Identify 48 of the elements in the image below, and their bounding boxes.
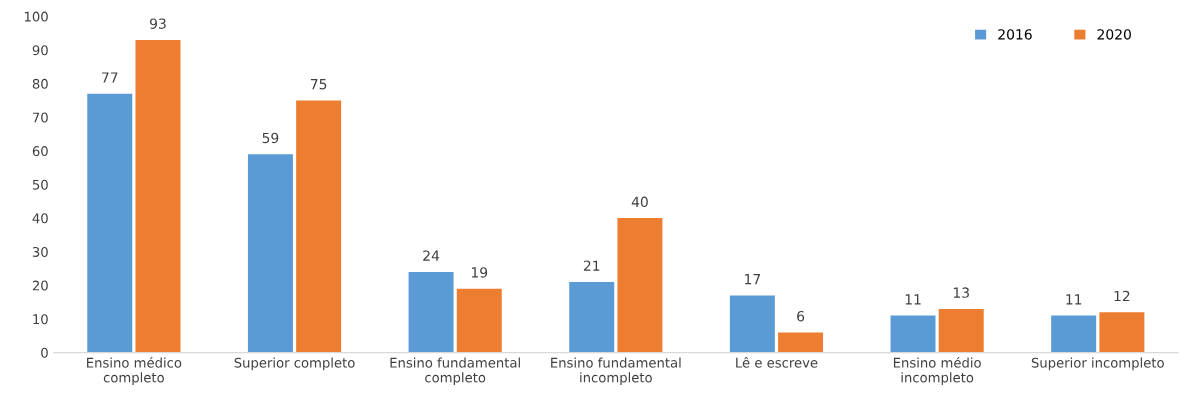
data-label: 59 (262, 132, 279, 144)
x-tick-label: Ensino médico completo (87, 356, 182, 386)
data-label: 13 (953, 287, 969, 298)
bar (1099, 312, 1145, 353)
data-label: 17 (745, 274, 761, 285)
data-label: 40 (631, 196, 648, 208)
data-label: 12 (1114, 290, 1130, 302)
bar (729, 295, 775, 353)
legend-label: 2016 (998, 29, 1032, 40)
y-tick-label: 80 (32, 78, 48, 89)
data-label: 11 (1066, 294, 1082, 305)
bar (456, 288, 502, 353)
x-tick-label: Superior incompleto (1031, 357, 1164, 371)
y-tick-label: 50 (32, 179, 48, 190)
bar (938, 308, 984, 353)
bar (569, 282, 615, 353)
data-label: 77 (102, 72, 118, 83)
data-label: 19 (471, 267, 488, 278)
y-tick-label: 100 (24, 11, 48, 22)
bar (778, 332, 824, 353)
y-tick-label: 10 (33, 314, 48, 325)
x-tick-label: Ensino médio incompleto (893, 356, 981, 386)
x-tick-label: Ensino fundamental completo (390, 357, 520, 386)
y-tick-label: 30 (32, 246, 48, 257)
data-label: 24 (423, 250, 440, 261)
bar (247, 154, 293, 353)
bar (1051, 315, 1097, 353)
bar (617, 218, 663, 353)
y-tick-label: 0 (41, 347, 48, 358)
y-tick-label: 70 (32, 112, 48, 123)
bar (890, 315, 936, 353)
y-tick-label: 60 (32, 146, 48, 157)
data-label: 11 (905, 294, 921, 305)
data-label: 21 (583, 260, 600, 271)
data-label: 6 (797, 310, 805, 322)
data-label: 75 (310, 79, 327, 90)
x-tick-label: Superior completo (234, 357, 355, 371)
y-tick-label: 90 (32, 45, 48, 56)
data-label: 93 (150, 18, 166, 29)
y-tick-label: 20 (32, 280, 48, 291)
legend-label: 2020 (1097, 29, 1131, 40)
bar (87, 93, 133, 353)
bar (296, 100, 342, 353)
bar (408, 271, 454, 353)
bar (135, 39, 181, 353)
y-tick-label: 40 (32, 213, 48, 224)
x-tick-label: Ensino fundamental incompleto (551, 357, 681, 386)
x-tick-label: Lê e escreve (736, 356, 818, 368)
